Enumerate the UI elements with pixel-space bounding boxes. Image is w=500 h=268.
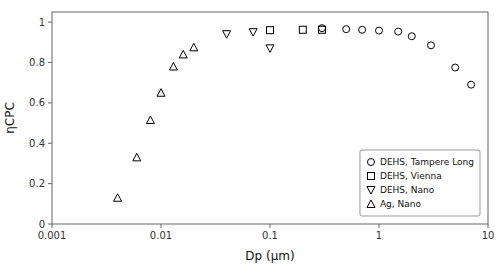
x-tick-label: 0.001 xyxy=(38,230,67,241)
y-tick xyxy=(48,224,52,225)
point xyxy=(452,64,459,71)
y-axis-label: ηCPC xyxy=(3,102,17,134)
legend-label: Ag, Nano xyxy=(380,199,422,209)
y-tick xyxy=(48,143,52,144)
legend-label: DEHS, Nano xyxy=(380,185,435,195)
x-tick-label: 1 xyxy=(376,230,382,241)
y-tick-label: 0.6 xyxy=(29,97,45,108)
y-tick-label: 0.8 xyxy=(29,57,45,68)
x-tick-label: 10 xyxy=(482,230,495,241)
point xyxy=(359,26,366,33)
y-tick-label: 0.4 xyxy=(29,138,45,149)
point xyxy=(157,89,165,97)
point xyxy=(223,31,231,38)
x-tick xyxy=(270,224,271,228)
y-tick-label: 0.2 xyxy=(29,178,45,189)
legend-marker xyxy=(367,173,374,180)
y-tick xyxy=(48,102,52,103)
point xyxy=(190,43,198,51)
point xyxy=(343,26,350,33)
x-tick xyxy=(52,224,53,228)
point xyxy=(249,29,257,37)
x-axis-label: Dp (μm) xyxy=(245,249,294,263)
point xyxy=(408,33,415,40)
y-tick xyxy=(48,62,52,63)
y-tick-label: 1 xyxy=(39,17,45,28)
x-tick-label: 0.01 xyxy=(150,230,172,241)
y-tick xyxy=(48,183,52,184)
point xyxy=(146,116,154,124)
point xyxy=(266,45,274,53)
y-tick-label: 0 xyxy=(39,219,45,230)
point xyxy=(395,28,402,35)
point xyxy=(179,50,187,58)
y-tick xyxy=(48,22,52,23)
x-tick xyxy=(488,224,489,228)
legend-marker xyxy=(367,159,374,166)
legend-label: DEHS, Vienna xyxy=(380,171,442,181)
legend: DEHS, Tampere Long DEHS, Vienna DEHS, Nano… xyxy=(360,150,480,216)
point xyxy=(319,26,326,33)
plot-frame xyxy=(52,12,488,224)
point xyxy=(319,25,326,32)
x-tick-label: 0.1 xyxy=(262,230,278,241)
point xyxy=(299,26,306,33)
point xyxy=(169,63,177,70)
point xyxy=(468,81,475,88)
legend-marker xyxy=(367,187,375,195)
legend-label: DEHS, Tampere Long xyxy=(380,157,474,167)
point xyxy=(428,42,435,49)
chart: 0.001 0.01 0.1 1 10 0 0.2 0.4 0.6 0.8 1 Dp (μm) ηCPC… xyxy=(0,0,500,268)
point xyxy=(114,194,122,202)
legend-box xyxy=(360,150,480,216)
points xyxy=(114,25,475,202)
point xyxy=(376,27,383,34)
x-tick xyxy=(161,224,162,228)
x-tick xyxy=(379,224,380,228)
legend-marker xyxy=(367,200,375,208)
point xyxy=(133,153,141,161)
point xyxy=(267,27,274,34)
